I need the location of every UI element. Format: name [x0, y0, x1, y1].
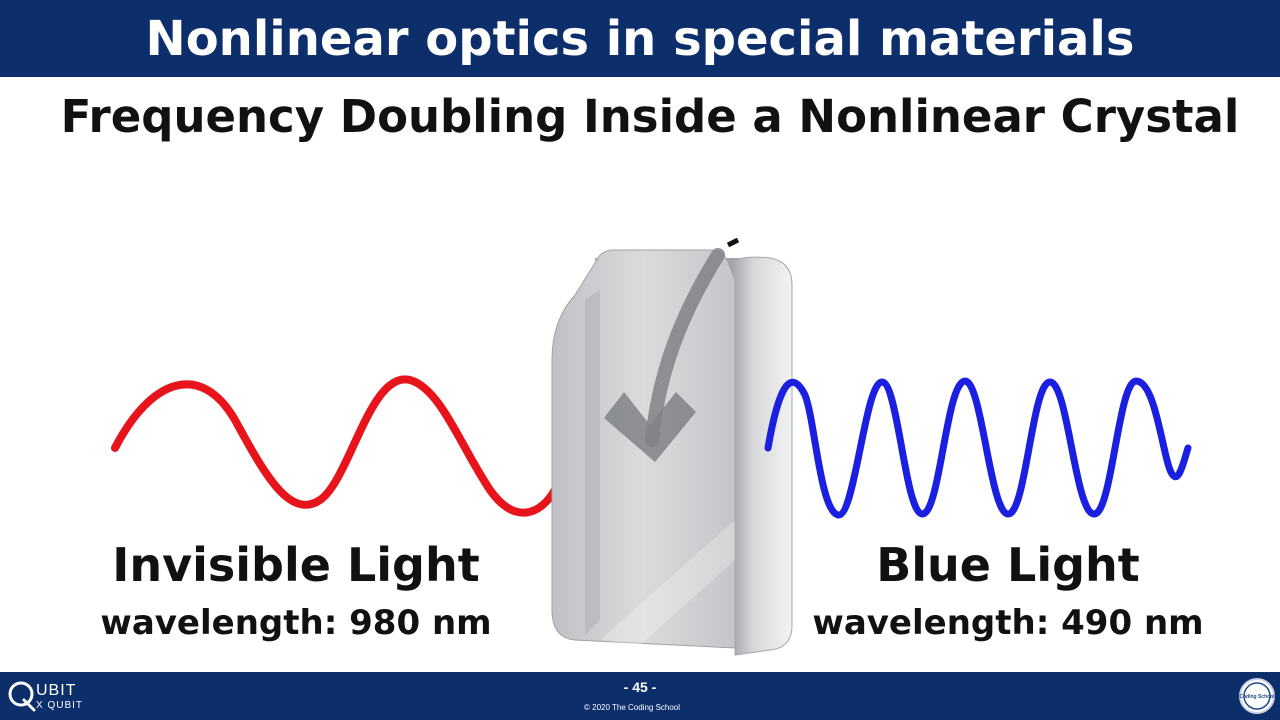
coding-school-logo-text: <Coding School> [1238, 694, 1276, 700]
header-bar [0, 0, 1280, 77]
input-wavelength-label: wavelength: 980 nm [100, 603, 492, 643]
copyright-text: © 2020 The Coding School [584, 703, 681, 712]
logo-text-main: UBIT [36, 682, 77, 699]
nonlinear-crystal [551, 249, 793, 656]
page-number: - 45 - [623, 679, 657, 695]
slide-title: Nonlinear optics in special materials [145, 11, 1135, 67]
conversion-arrowhead-icon [604, 392, 696, 462]
input-light-label: Invisible Light [112, 538, 480, 592]
input-wave-invisible-light [111, 375, 559, 517]
conversion-arrow-icon [645, 248, 725, 447]
output-wavelength-label: wavelength: 490 nm [812, 603, 1204, 643]
slide-subtitle: Frequency Doubling Inside a Nonlinear Cr… [60, 90, 1240, 143]
qubit-logo-icon [8, 681, 36, 712]
footer-bar [0, 672, 1280, 720]
output-wave-blue-light [764, 377, 1192, 519]
coding-school-logo-icon: <Coding School> [1238, 678, 1276, 714]
output-light-label: Blue Light [876, 538, 1140, 592]
logo-text-sub: X QUBIT [36, 700, 84, 711]
